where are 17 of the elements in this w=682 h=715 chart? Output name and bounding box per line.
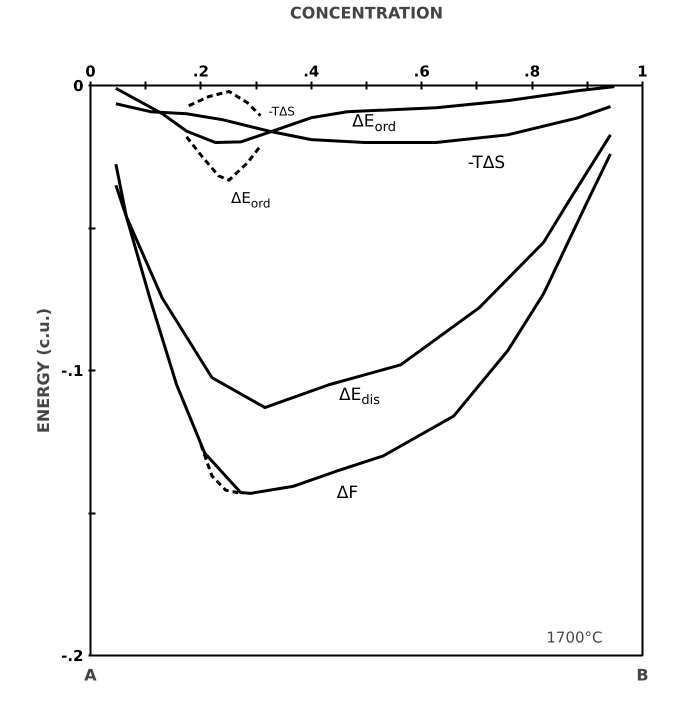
series-label: -TΔS	[268, 104, 295, 119]
x-tick-label: .4	[303, 62, 320, 80]
x-tick-label: .8	[524, 62, 540, 80]
x-tick-label: 1	[637, 62, 648, 80]
x-tick-label: .6	[414, 62, 430, 80]
x-axis-title: CONCENTRATION	[290, 4, 444, 22]
y-axis-title: ENERGY (c.u.)	[34, 308, 54, 434]
series-label: ΔF	[336, 483, 358, 504]
x-tick-label: .2	[192, 62, 209, 80]
y-tick-label: -.2	[61, 647, 84, 665]
series-label: -TΔS	[468, 152, 506, 173]
y-tick-label: 0	[73, 77, 84, 95]
text: B	[636, 666, 649, 684]
annotation: 1700°C	[546, 628, 603, 646]
x-tick-label: 0	[85, 62, 96, 80]
text: A	[84, 666, 98, 684]
y-tick-label: -.1	[61, 362, 84, 380]
